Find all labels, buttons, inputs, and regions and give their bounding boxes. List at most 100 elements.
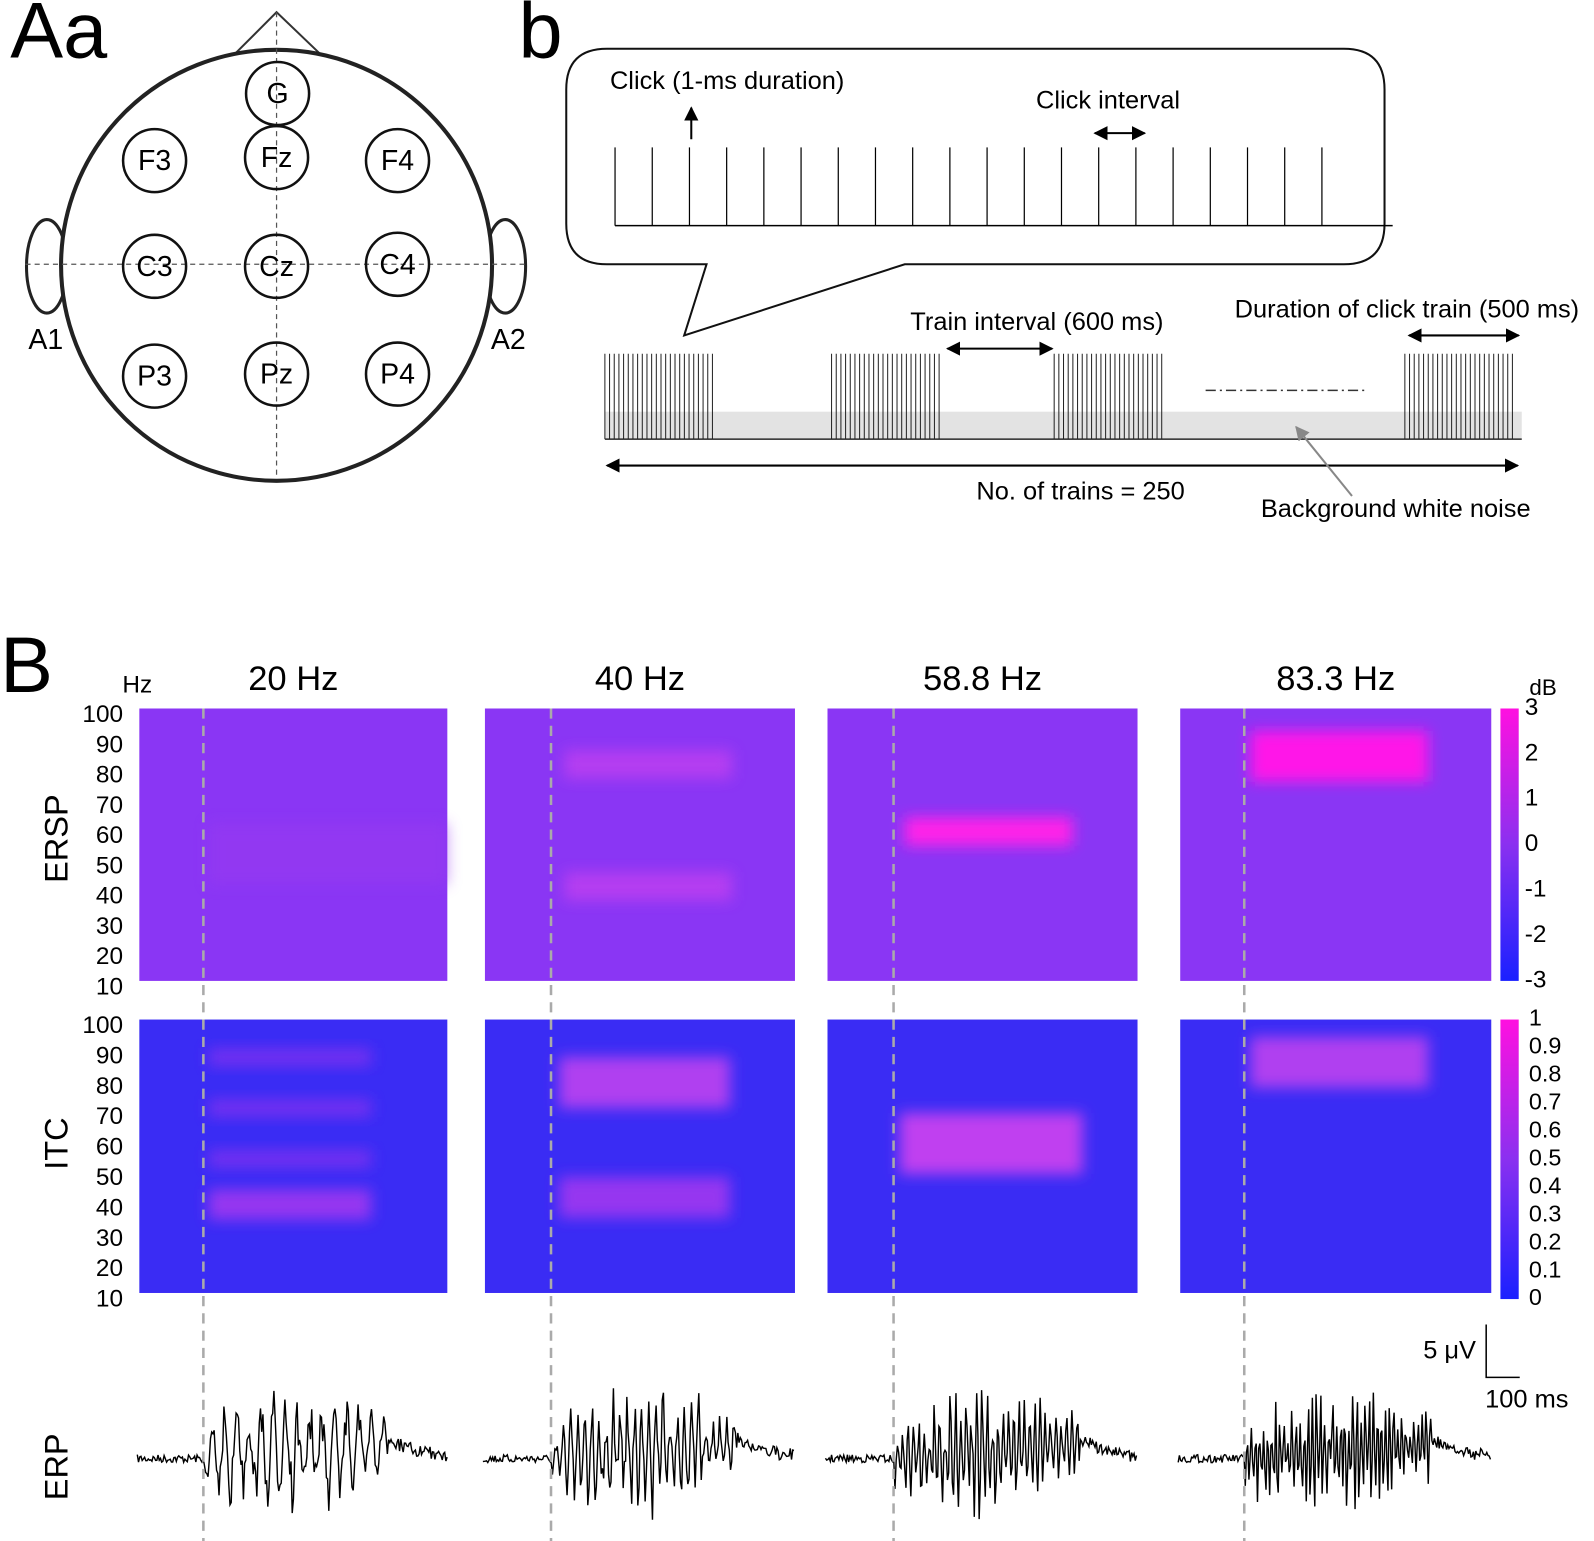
colorbar-tick: 0	[1525, 830, 1539, 857]
band	[559, 1057, 730, 1108]
row-label: ERP	[39, 1433, 75, 1500]
band	[564, 872, 732, 901]
ear-label: A1	[28, 324, 63, 356]
ear-label: A2	[491, 324, 526, 356]
erp-trace	[824, 1390, 1138, 1520]
panel-label: Aa	[10, 0, 108, 75]
y-tick-label: 20	[96, 943, 123, 970]
colorbar-tick: 0.1	[1529, 1256, 1561, 1282]
band	[1250, 730, 1429, 782]
y-tick-label: 80	[96, 762, 123, 789]
y-tick-label: 60	[96, 822, 123, 849]
electrode	[243, 124, 310, 191]
heatmap-bands	[1250, 730, 1429, 782]
colorbar-tick: 0.6	[1529, 1117, 1561, 1143]
electrode	[364, 341, 431, 407]
condition-title: 83.3 Hz	[1276, 660, 1395, 698]
label: Click interval	[1036, 86, 1180, 114]
y-tick-label: 20	[96, 1255, 123, 1282]
colorbar-tick: 1	[1525, 785, 1539, 812]
y-tick-label: 30	[96, 913, 123, 940]
colorbar-tick: 0.7	[1529, 1089, 1561, 1115]
condition-title: 58.8 Hz	[923, 660, 1042, 698]
colorbar-tick: 0.5	[1529, 1144, 1561, 1170]
band	[904, 817, 1073, 846]
row-label: ERSP	[39, 794, 75, 883]
electrode-label: C4	[379, 249, 415, 281]
colorbar-tick: 0	[1529, 1284, 1542, 1310]
band	[208, 823, 448, 885]
band	[208, 1048, 372, 1067]
electrode	[121, 233, 188, 300]
y-tick-label: 50	[96, 852, 123, 879]
electrode-label: Pz	[260, 359, 293, 391]
erp-trace	[482, 1388, 795, 1520]
electrode-label: G	[267, 78, 289, 110]
band	[899, 1113, 1083, 1175]
y-tick-label: 50	[96, 1164, 123, 1191]
label: Duration of click train (500 ms)	[1235, 296, 1580, 324]
electrode-label: Fz	[261, 142, 293, 174]
electrode	[121, 343, 188, 409]
electrode	[243, 341, 310, 407]
colorbar-tick: 3	[1525, 694, 1539, 721]
electrode	[364, 127, 431, 194]
colorbar	[1500, 1019, 1519, 1300]
panel-label: B	[0, 620, 53, 709]
electrode-label: P4	[380, 359, 415, 391]
label: Background white noise	[1261, 495, 1531, 523]
heatmap	[484, 708, 795, 981]
electrode-label: C3	[136, 251, 172, 283]
electrode	[243, 233, 310, 300]
band	[208, 1149, 372, 1168]
colorbar-tick: 0.8	[1529, 1061, 1561, 1087]
label: Train interval (600 ms)	[910, 308, 1163, 336]
band	[1250, 1036, 1429, 1088]
electrode-label: F3	[138, 145, 171, 177]
colorbar	[1500, 708, 1519, 981]
y-tick-label: 90	[96, 731, 123, 758]
band	[208, 1098, 372, 1118]
y-tick-label: 90	[96, 1042, 123, 1069]
y-tick-label: 10	[96, 973, 123, 1000]
electrode-label: F4	[381, 145, 414, 177]
scale-label: 5 μV	[1423, 1337, 1476, 1365]
colorbar-tick: 1	[1529, 1005, 1542, 1031]
heatmap-bands	[208, 1048, 372, 1220]
colorbar-tick: 0.2	[1529, 1228, 1561, 1254]
band	[208, 1189, 372, 1220]
y-tick-label: 100	[82, 1012, 123, 1039]
band	[559, 1177, 730, 1218]
electrode	[364, 231, 431, 298]
callout	[565, 47, 1386, 338]
y-tick-label: 10	[96, 1286, 123, 1313]
colorbar-tick: 2	[1525, 739, 1539, 766]
y-tick-label: 30	[96, 1225, 123, 1252]
colorbar-tick: -3	[1525, 966, 1547, 993]
y-tick-label: 40	[96, 883, 123, 910]
y-tick-label: 40	[96, 1194, 123, 1221]
arrow	[1295, 425, 1353, 497]
band	[564, 750, 732, 779]
y-tick-label: 70	[96, 1103, 123, 1130]
panel-label: b	[518, 0, 562, 75]
colorbar-tick: -2	[1525, 921, 1547, 948]
heatmap-bands	[564, 750, 732, 901]
unit-label: dB	[1529, 675, 1556, 700]
colorbar-tick: 0.9	[1529, 1033, 1561, 1059]
heatmap-bands	[208, 823, 448, 885]
scale-label: 100 ms	[1485, 1385, 1568, 1413]
erp-trace	[1177, 1392, 1492, 1510]
row-label: ITC	[39, 1117, 75, 1169]
heatmap-bands	[559, 1057, 730, 1218]
electrode	[121, 127, 188, 194]
scale-bar	[1485, 1324, 1520, 1379]
y-tick-label: 60	[96, 1134, 123, 1161]
erp-trace	[136, 1390, 448, 1514]
label: Click (1-ms duration)	[610, 67, 844, 95]
heatmap-bands	[904, 817, 1073, 846]
electrode-label: Cz	[259, 251, 294, 283]
condition-title: 20 Hz	[248, 660, 338, 698]
colorbar-tick: -1	[1525, 876, 1547, 903]
